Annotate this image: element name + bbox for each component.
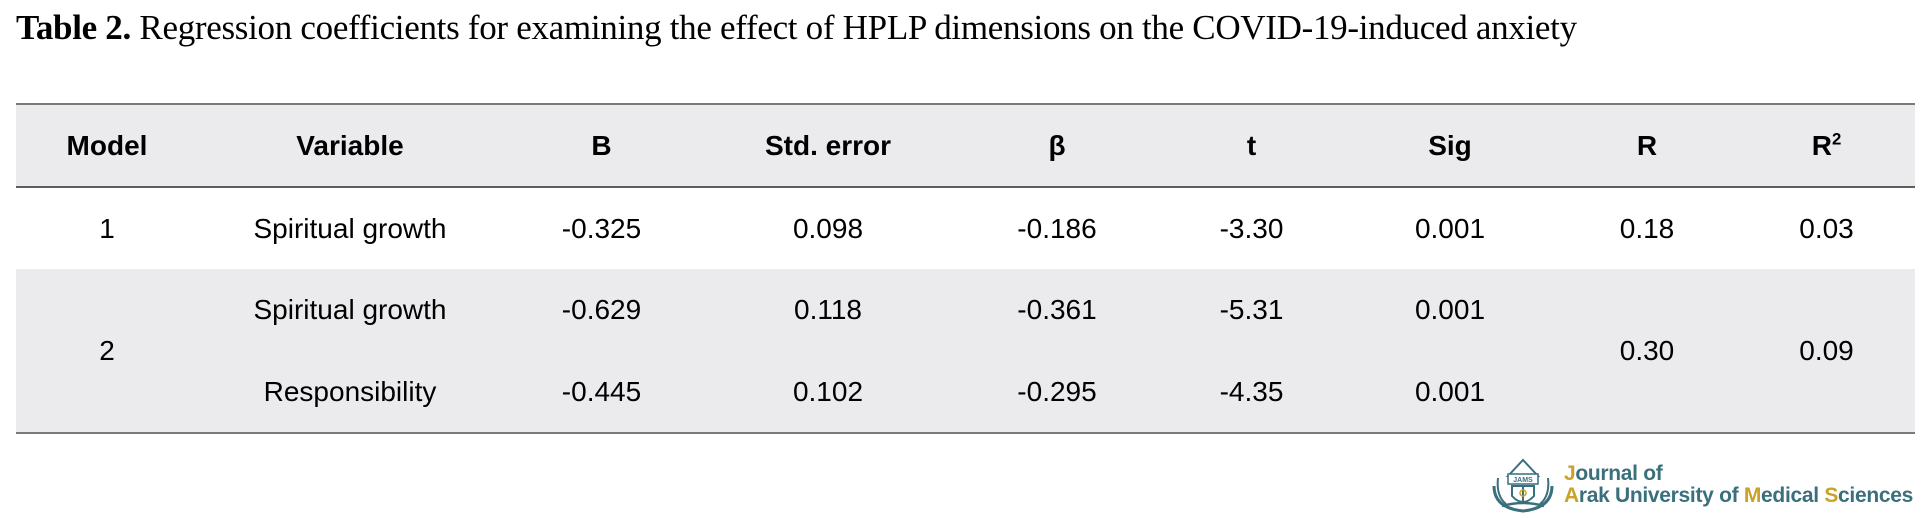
cell-r-squared: 0.03 [1799,212,1854,244]
journal-name-line-1: Journal of [1564,463,1913,485]
header-model: Model [16,103,198,188]
cell-b: -0.445 [502,351,701,434]
cell-sig: 0.001 [1414,294,1486,325]
cell-variable: Spiritual growth [253,294,447,325]
cell-sig: 0.001 [1344,351,1556,434]
cell-variable: Spiritual growth [253,212,447,244]
regression-table: Model Variable B Std. error β t Sig R R2… [16,103,1915,434]
header-r-squared: R2 [1738,103,1915,188]
emblem-text: JAMS [1513,477,1533,484]
header-beta: β [955,103,1159,188]
cell-r: 0.18 [1619,212,1675,244]
cell-r-squared: 0.09 [1738,269,1915,434]
cell-std-error: 0.118 [794,294,862,325]
table-header-row: Model Variable B Std. error β t Sig R R2 [16,103,1915,188]
header-variable: Variable [198,103,502,188]
cell-t: -4.35 [1159,351,1344,434]
cell-beta: -0.295 [955,351,1159,434]
cell-b: -0.629 [561,294,642,325]
header-r-squared-base: R [1811,129,1832,161]
header-r-squared-superscript: 2 [1831,129,1842,149]
journal-name-sciences: ciences [1838,484,1913,507]
journal-logo: JAMS Journal of Arak University of Medic… [1486,455,1913,515]
journal-name-s: S [1824,484,1839,507]
journal-name-of: ournal of [1575,462,1663,485]
table-caption-text: Regression coefficients for examining th… [130,8,1577,47]
cell-beta: -0.186 [1017,212,1097,244]
cell-beta: -0.361 [1017,294,1097,325]
header-r: R [1556,103,1738,188]
cell-r: 0.30 [1556,269,1738,434]
cell-t: -3.30 [1219,212,1284,244]
table-caption: Table 2. Regression coefficients for exa… [16,8,1577,48]
journal-name-m: M [1743,484,1762,507]
journal-name-rak: rak University of [1578,484,1744,507]
header-t: t [1159,103,1344,188]
cell-std-error: 0.102 [701,351,955,434]
cell-b: -0.325 [561,212,642,244]
cell-model: 2 [16,269,198,434]
journal-name-medical: edical [1761,484,1825,507]
cell-model: 1 [99,212,115,244]
journal-emblem-icon: JAMS [1492,458,1554,513]
cell-std-error: 0.098 [792,212,864,244]
journal-name: Journal of Arak University of Medical Sc… [1564,463,1913,507]
journal-name-j: J [1563,462,1576,485]
journal-name-line-2: Arak University of Medical Sciences [1564,485,1913,507]
header-sig: Sig [1344,103,1556,188]
table-caption-label: Table 2. [16,8,131,47]
cell-variable: Responsibility [198,351,502,434]
cell-t: -5.31 [1219,294,1284,325]
table-row-model-2-spiritual-growth: 2 Spiritual growth -0.629 0.118 -0.361 -… [16,269,1915,434]
journal-name-a: A [1563,484,1579,507]
header-std-error: Std. error [701,103,955,188]
header-b: B [502,103,701,188]
table-row-model-1: 1 Spiritual growth -0.325 0.098 -0.186 -… [16,187,1915,269]
cell-sig: 0.001 [1414,212,1486,244]
